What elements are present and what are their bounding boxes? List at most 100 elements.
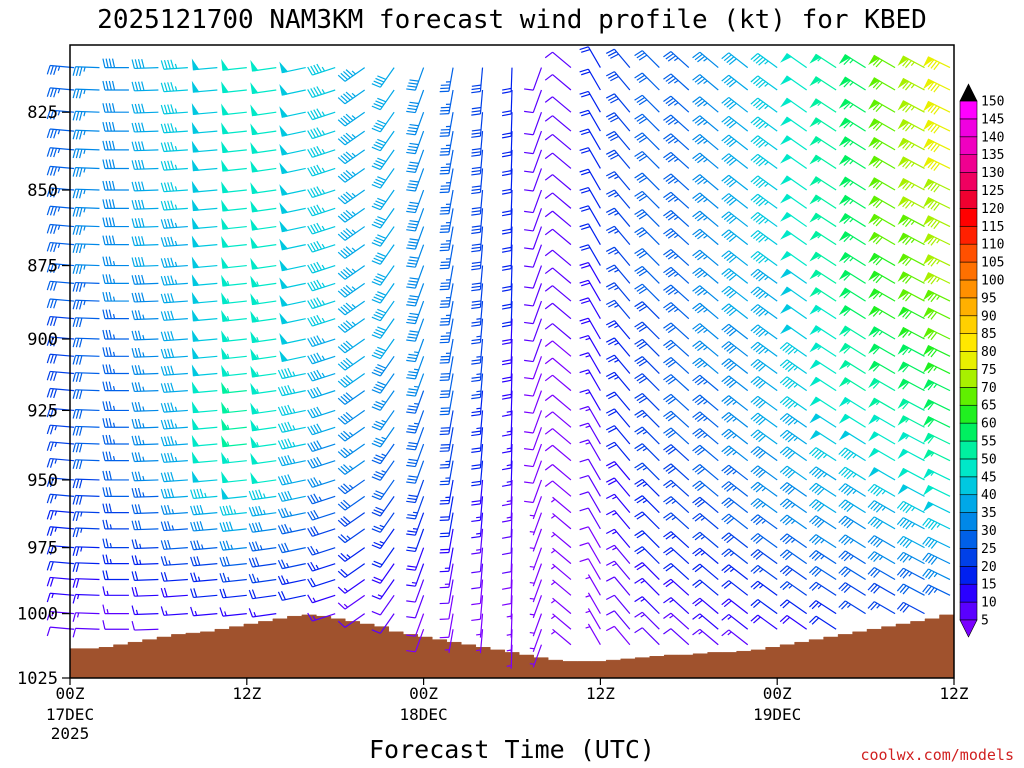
wind-barb [605,320,631,340]
wind-barb [307,406,336,419]
wind-barb [809,117,837,132]
wind-barb [131,555,159,566]
wind-barb [371,130,395,152]
wind-barb [544,96,572,113]
colorbar-label: 70 [981,381,997,396]
wind-barb [721,613,749,630]
wind-barb [131,257,159,268]
wind-barb [544,444,572,462]
wind-barb [250,365,277,378]
wind-barb [579,369,601,391]
wind-barb [838,117,866,132]
wind-barb [406,528,425,553]
wind-barb [544,152,572,169]
x-tick-label: 00Z [56,684,85,703]
wind-barb [439,226,454,252]
wind-barb [550,613,572,630]
wind-barb [279,277,306,290]
colorbar-max-arrow [959,83,978,102]
x-tick-date: 18DEC [400,705,448,724]
wind-barb [544,394,572,411]
wind-barb [371,496,395,517]
wind-barb [307,297,336,310]
wind-barb [868,155,896,169]
wind-barb [897,196,925,209]
wind-barb [868,414,896,428]
wind-barb [868,195,896,209]
wind-barb [692,444,719,462]
wind-barb [868,231,896,246]
wind-barb [221,435,247,448]
wind-barb [524,89,543,114]
colorbar-segment [959,548,978,567]
wind-barb [72,167,100,177]
colorbar-label: 80 [981,345,997,360]
wind-barb [922,485,951,497]
wind-barb [439,579,454,605]
wind-barb [750,429,778,445]
wind-barb [160,141,188,153]
wind-barb [131,452,159,463]
colorbar-segment [959,154,978,173]
wind-barb [544,192,572,209]
wind-barb [501,168,513,195]
wind-barb [868,118,896,132]
wind-barb [721,285,749,302]
wind-barb [191,401,218,414]
wind-barb [579,262,601,284]
wind-barb [663,114,690,132]
wind-barb [809,565,837,581]
wind-barb [131,159,159,170]
wind-barb [476,613,484,638]
wind-barb [250,218,277,231]
wind-barb [579,558,601,580]
wind-barb [72,478,100,489]
x-tick-label: 12Z [940,684,969,703]
wind-barb [160,539,188,550]
wind-barb [307,352,336,365]
wind-barb [250,293,277,306]
wind-barb [780,324,808,340]
wind-barb [337,390,366,405]
wind-barb [663,322,690,340]
wind-barb [634,227,660,246]
wind-barb [780,193,808,209]
wind-barb [544,374,572,392]
wind-barb [277,559,306,570]
wind-barb [221,217,247,230]
wind-barb [663,531,690,549]
wind-barb [307,440,336,453]
wind-barb [692,210,719,228]
wind-barb [501,496,513,523]
wind-barb [605,354,631,374]
wind-barb [524,356,543,380]
wind-barb [779,581,808,596]
colorbar-segment [959,404,978,424]
wind-barb [605,441,631,462]
colorbar-label: 100 [981,273,1004,288]
wind-barb [868,447,896,462]
wind-barb [579,205,601,227]
wind-barb [579,422,601,445]
wind-barb [721,428,749,445]
wind-barb [439,373,454,399]
wind-barb [160,382,188,393]
wind-barb [160,419,188,430]
wind-barb [371,111,395,133]
wind-barb [250,82,277,95]
colorbar-label: 65 [981,399,997,414]
wind-barb [897,253,925,267]
wind-barb [692,267,719,284]
wind-barb [160,123,188,134]
wind-barb [371,67,395,88]
wind-barb [102,199,129,209]
wind-barb [897,326,925,340]
wind-barb [72,527,100,538]
wind-barb [371,512,395,533]
wind-barb [897,361,925,375]
wind-barb [371,443,395,465]
wind-barb [663,133,690,151]
wind-barb [809,430,837,445]
wind-barb [692,464,719,481]
wind-barb [471,595,484,622]
